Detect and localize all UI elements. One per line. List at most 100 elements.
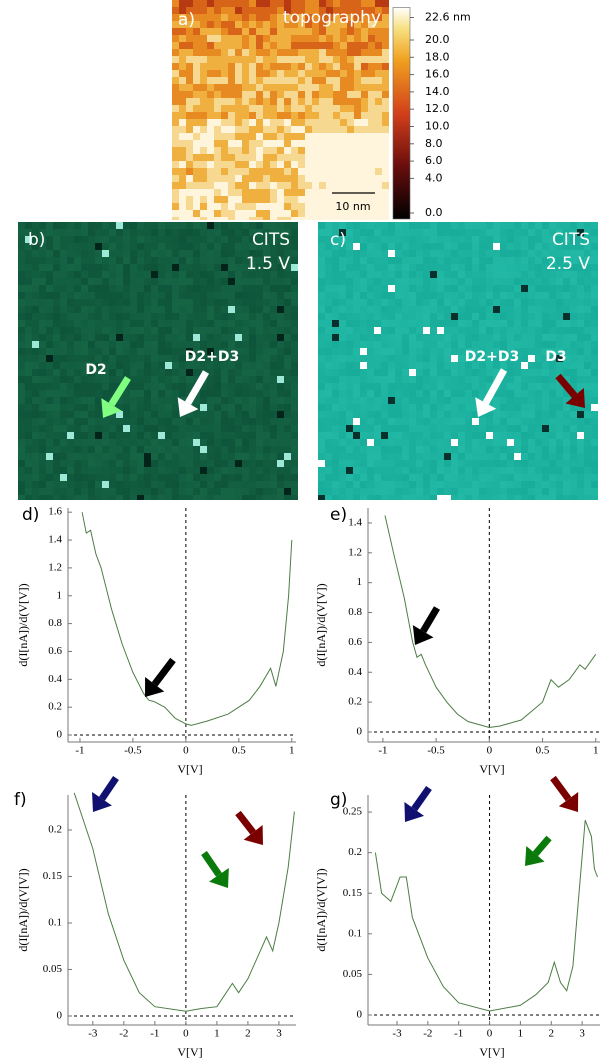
image-pixel <box>235 383 242 390</box>
image-pixel <box>325 467 332 474</box>
image-pixel <box>270 217 277 220</box>
image-pixel <box>346 474 353 481</box>
image-pixel <box>291 147 298 154</box>
image-pixel <box>67 453 74 460</box>
image-pixel <box>228 63 235 70</box>
image-pixel <box>102 453 109 460</box>
image-pixel <box>361 28 368 35</box>
image-pixel <box>451 341 458 348</box>
image-pixel <box>207 63 214 70</box>
image-pixel <box>353 481 360 488</box>
image-pixel <box>340 154 347 161</box>
image-pixel <box>430 467 437 474</box>
image-pixel <box>193 56 200 63</box>
image-pixel <box>179 35 186 42</box>
image-pixel <box>25 418 32 425</box>
image-pixel <box>382 133 389 140</box>
image-pixel <box>416 250 423 257</box>
image-pixel <box>249 425 256 432</box>
image-pixel <box>151 334 158 341</box>
y-tick-label: 1 <box>57 589 63 601</box>
image-pixel <box>367 278 374 285</box>
image-pixel <box>500 327 507 334</box>
image-pixel <box>228 390 235 397</box>
image-pixel <box>570 467 577 474</box>
image-pixel <box>591 355 598 362</box>
image-pixel <box>39 250 46 257</box>
image-pixel <box>542 418 549 425</box>
image-pixel <box>367 404 374 411</box>
image-pixel <box>270 175 277 182</box>
image-pixel <box>507 397 514 404</box>
y-tick-label: 0.2 <box>48 824 62 836</box>
image-pixel <box>423 369 430 376</box>
image-pixel <box>186 63 193 70</box>
image-pixel <box>339 383 346 390</box>
image-pixel <box>144 439 151 446</box>
image-pixel <box>374 222 381 229</box>
image-pixel <box>53 250 60 257</box>
image-pixel <box>402 327 409 334</box>
image-pixel <box>25 341 32 348</box>
image-pixel <box>360 362 367 369</box>
image-pixel <box>507 313 514 320</box>
image-pixel <box>325 481 332 488</box>
image-pixel <box>493 236 500 243</box>
image-pixel <box>521 411 528 418</box>
image-pixel <box>500 285 507 292</box>
image-pixel <box>465 376 472 383</box>
image-pixel <box>186 175 193 182</box>
image-pixel <box>367 481 374 488</box>
image-pixel <box>577 313 584 320</box>
image-pixel <box>284 42 291 49</box>
image-pixel <box>18 404 25 411</box>
image-pixel <box>284 446 291 453</box>
image-pixel <box>479 474 486 481</box>
image-pixel <box>214 481 221 488</box>
image-pixel <box>333 126 340 133</box>
image-pixel <box>437 383 444 390</box>
image-pixel <box>207 182 214 189</box>
image-pixel <box>354 126 361 133</box>
image-pixel <box>130 278 137 285</box>
image-pixel <box>137 467 144 474</box>
image-pixel <box>235 147 242 154</box>
image-pixel <box>123 418 130 425</box>
image-pixel <box>584 432 591 439</box>
image-pixel <box>53 271 60 278</box>
image-pixel <box>570 488 577 495</box>
image-pixel <box>326 210 333 217</box>
image-pixel <box>458 460 465 467</box>
image-pixel <box>514 495 521 500</box>
image-pixel <box>144 474 151 481</box>
image-pixel <box>256 460 263 467</box>
image-pixel <box>235 292 242 299</box>
image-pixel <box>528 383 535 390</box>
image-pixel <box>472 467 479 474</box>
image-pixel <box>360 390 367 397</box>
image-pixel <box>360 495 367 500</box>
image-pixel <box>409 229 416 236</box>
image-pixel <box>214 236 221 243</box>
image-pixel <box>277 133 284 140</box>
image-pixel <box>591 390 598 397</box>
image-pixel <box>319 147 326 154</box>
image-pixel <box>39 411 46 418</box>
image-pixel <box>74 341 81 348</box>
image-pixel <box>186 495 193 500</box>
image-pixel <box>430 348 437 355</box>
image-pixel <box>67 341 74 348</box>
image-pixel <box>318 355 325 362</box>
image-pixel <box>423 411 430 418</box>
image-pixel <box>235 91 242 98</box>
image-pixel <box>263 411 270 418</box>
image-pixel <box>277 292 284 299</box>
image-pixel <box>263 460 270 467</box>
image-pixel <box>60 250 67 257</box>
image-pixel <box>374 488 381 495</box>
image-pixel <box>360 453 367 460</box>
image-pixel <box>263 327 270 334</box>
image-pixel <box>367 292 374 299</box>
image-pixel <box>186 474 193 481</box>
image-pixel <box>381 236 388 243</box>
